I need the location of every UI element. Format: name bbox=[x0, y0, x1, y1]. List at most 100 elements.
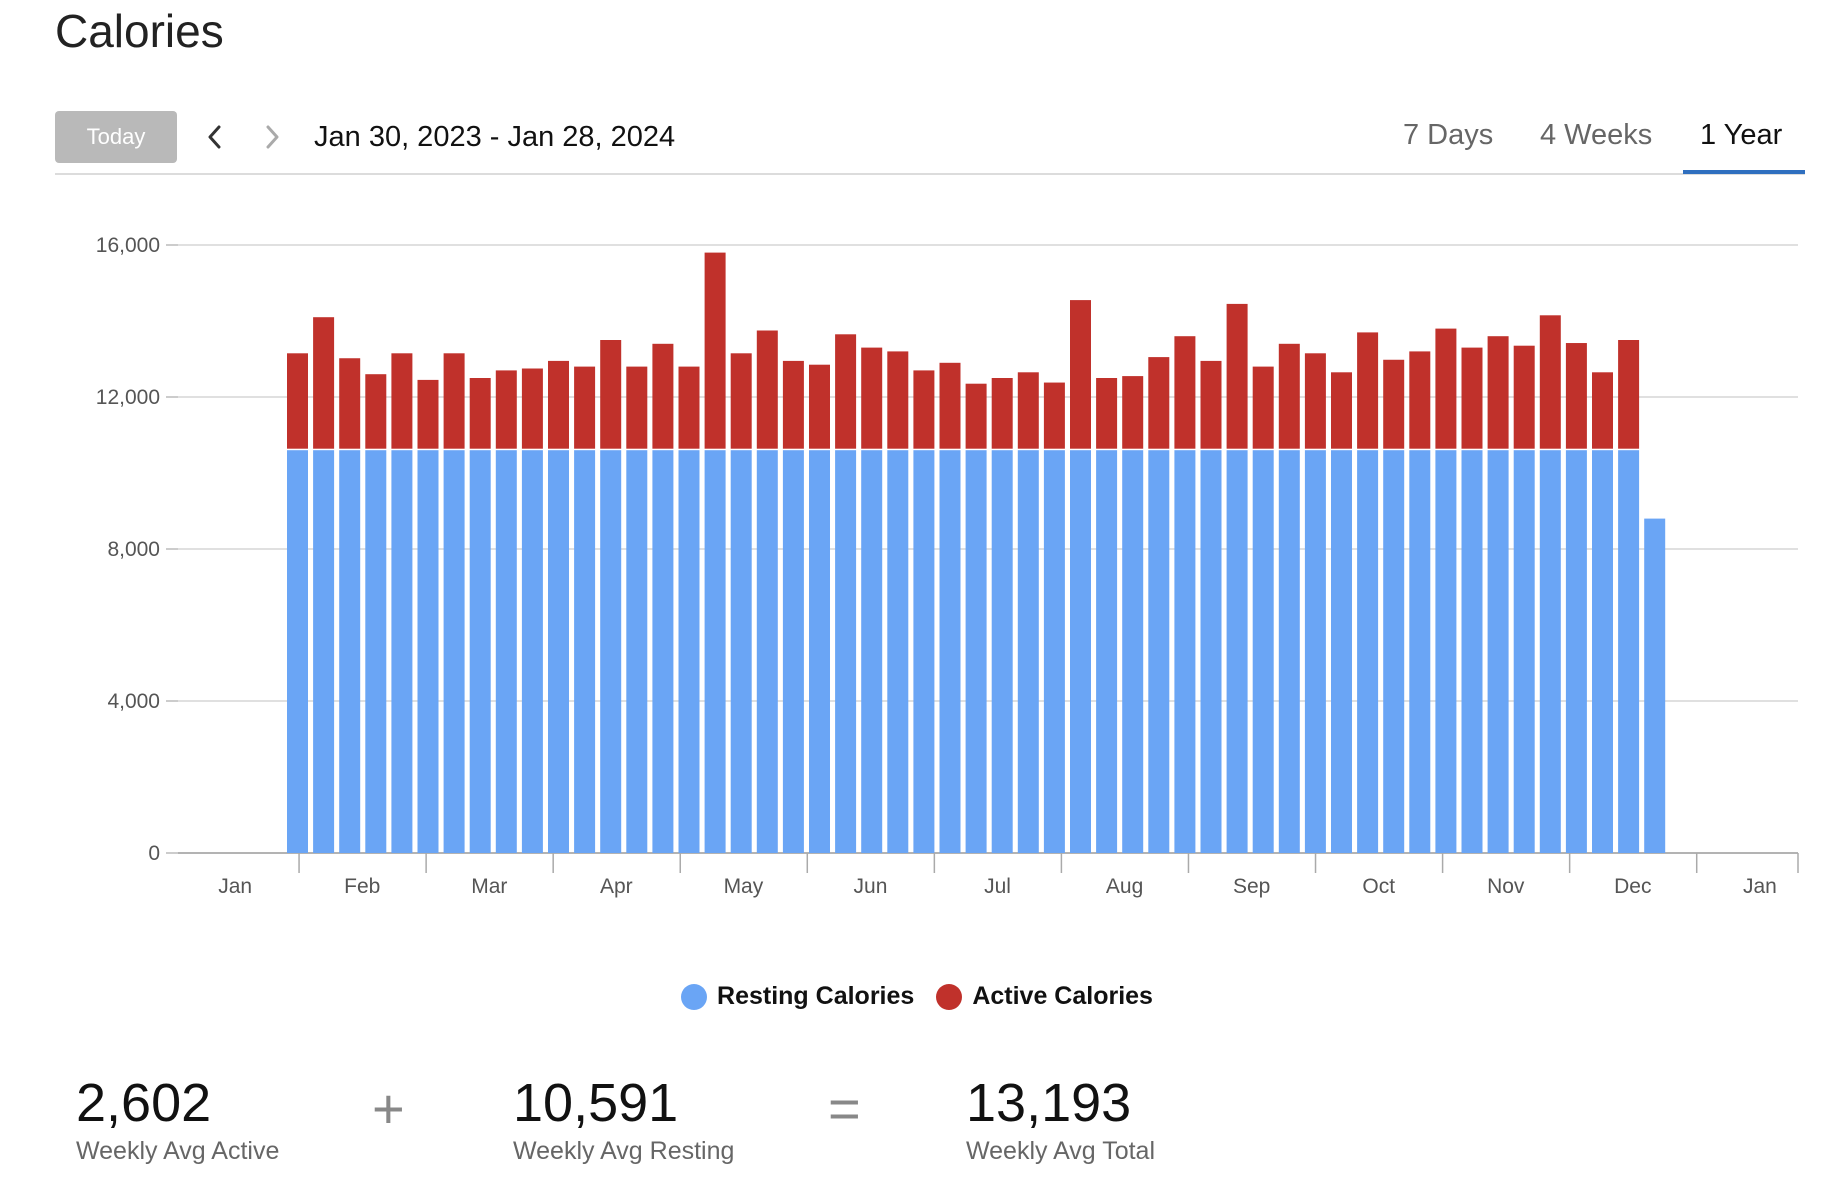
bar-resting bbox=[861, 450, 883, 853]
y-tick-label: 16,000 bbox=[96, 234, 160, 257]
bar-resting bbox=[1200, 450, 1222, 853]
stat-label-active: Weekly Avg Active bbox=[76, 1137, 280, 1165]
bar-active bbox=[1461, 347, 1483, 449]
bar-active bbox=[1200, 360, 1222, 449]
legend-item-active[interactable]: Active Calories bbox=[936, 982, 1153, 1011]
bar-active bbox=[1539, 315, 1561, 449]
y-tick-label: 8,000 bbox=[107, 538, 160, 561]
x-tick-label: Oct bbox=[1362, 875, 1395, 898]
chevron-right-icon bbox=[266, 125, 279, 149]
x-tick-label: Jan bbox=[218, 875, 252, 898]
previous-range-button[interactable] bbox=[195, 117, 235, 157]
page-title: Calories bbox=[55, 5, 224, 57]
bar-resting bbox=[1278, 450, 1300, 853]
bar-active bbox=[365, 374, 387, 449]
bar-resting bbox=[1644, 518, 1666, 853]
bar-resting bbox=[574, 450, 596, 853]
bar-active bbox=[1304, 353, 1326, 449]
y-tick-label: 12,000 bbox=[96, 386, 160, 409]
bar-resting bbox=[521, 450, 543, 853]
bar-resting bbox=[1043, 450, 1065, 853]
bar-active bbox=[391, 353, 413, 449]
bar-resting bbox=[652, 450, 674, 853]
bar-active bbox=[443, 353, 465, 449]
legend-label-active: Active Calories bbox=[972, 982, 1153, 1010]
bar-active bbox=[809, 364, 830, 449]
bar-active bbox=[574, 366, 596, 449]
bar-active bbox=[887, 351, 909, 449]
x-tick-label: Jun bbox=[854, 875, 888, 898]
x-tick-label: Sep bbox=[1233, 875, 1270, 898]
plus-sign: + bbox=[372, 1077, 405, 1140]
bar-active bbox=[600, 340, 622, 449]
x-tick-label: Nov bbox=[1487, 875, 1525, 898]
tab-7-days[interactable]: 7 Days bbox=[1403, 119, 1494, 151]
bar-resting bbox=[991, 450, 1013, 853]
bar-active bbox=[1487, 336, 1509, 449]
x-tick-label: Mar bbox=[471, 875, 507, 898]
next-range-button[interactable] bbox=[252, 117, 292, 157]
legend-dot-resting bbox=[681, 983, 708, 1010]
bar-active bbox=[991, 378, 1013, 449]
bar-resting bbox=[756, 450, 778, 853]
x-tick-label: Aug bbox=[1106, 875, 1143, 898]
bar-active bbox=[1618, 340, 1640, 449]
bar-resting bbox=[835, 450, 857, 853]
bar-resting bbox=[1357, 450, 1379, 853]
bar-resting bbox=[339, 450, 361, 853]
bar-active bbox=[704, 252, 726, 449]
bar-active bbox=[1017, 372, 1039, 449]
bar-resting bbox=[965, 450, 987, 853]
bar-active bbox=[1174, 336, 1196, 449]
bar-resting bbox=[939, 450, 961, 853]
bar-active bbox=[1122, 376, 1144, 449]
bar-active bbox=[1357, 332, 1379, 449]
bar-resting bbox=[1618, 450, 1640, 853]
bar-resting bbox=[1017, 450, 1039, 853]
x-tick-label: Jul bbox=[984, 875, 1011, 898]
today-button[interactable]: Today bbox=[55, 111, 177, 163]
bar-resting bbox=[1487, 450, 1509, 853]
stat-value-resting: 10,591 bbox=[513, 1073, 679, 1133]
bar-active bbox=[469, 378, 491, 449]
bar-resting bbox=[391, 450, 413, 853]
bar-resting bbox=[1122, 450, 1144, 853]
bar-resting bbox=[365, 450, 387, 853]
bar-resting bbox=[1383, 450, 1405, 853]
bar-resting bbox=[1252, 450, 1274, 853]
chevron-left-icon bbox=[208, 125, 221, 149]
date-range-label: Jan 30, 2023 - Jan 28, 2024 bbox=[314, 121, 676, 153]
bar-active bbox=[861, 347, 883, 449]
bar-resting bbox=[469, 450, 491, 853]
bar-active bbox=[1148, 357, 1170, 449]
legend-label-resting: Resting Calories bbox=[717, 982, 915, 1010]
bar-active bbox=[287, 353, 308, 449]
stat-weekly-avg-active: 2,602 Weekly Avg Active bbox=[76, 1073, 279, 1166]
legend-item-resting[interactable]: Resting Calories bbox=[681, 982, 914, 1011]
bar-active bbox=[835, 334, 857, 449]
bar-resting bbox=[1565, 450, 1587, 853]
tab-1-year[interactable]: 1 Year bbox=[1700, 119, 1783, 151]
bar-resting bbox=[887, 450, 909, 853]
bar-resting bbox=[809, 450, 830, 853]
bar-active bbox=[678, 366, 700, 449]
bar-active bbox=[1383, 359, 1405, 449]
x-tick-label: Apr bbox=[600, 875, 633, 898]
bar-active bbox=[339, 358, 361, 449]
stat-label-total: Weekly Avg Total bbox=[966, 1137, 1156, 1165]
equals-sign: = bbox=[828, 1077, 861, 1140]
bar-resting bbox=[1331, 450, 1352, 853]
bar-resting bbox=[1304, 450, 1326, 853]
bar-active bbox=[965, 383, 987, 449]
stat-value-total: 13,193 bbox=[966, 1073, 1132, 1133]
bar-active bbox=[313, 317, 335, 449]
bar-active bbox=[495, 370, 517, 449]
x-tick-label: Dec bbox=[1614, 875, 1651, 898]
calories-chart: 0 4,000 8,000 12,000 16,000 Jan Feb Mar Apr May Ju… bbox=[96, 234, 1799, 898]
bar-resting bbox=[1174, 450, 1196, 853]
tab-4-weeks[interactable]: 4 Weeks bbox=[1540, 119, 1653, 151]
bar-resting bbox=[1461, 450, 1483, 853]
bar-active bbox=[1070, 300, 1091, 449]
bar-resting bbox=[1539, 450, 1561, 853]
bar-active bbox=[1096, 378, 1118, 449]
